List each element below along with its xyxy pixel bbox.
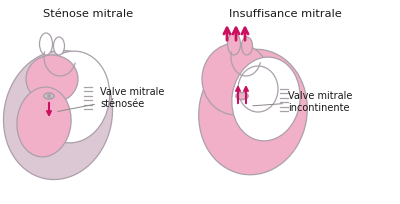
Ellipse shape [199, 50, 307, 175]
Ellipse shape [202, 44, 270, 115]
Ellipse shape [238, 67, 278, 112]
Ellipse shape [4, 51, 112, 180]
Text: Sténose mitrale: Sténose mitrale [43, 9, 133, 19]
Ellipse shape [232, 58, 300, 141]
Ellipse shape [17, 88, 71, 157]
Ellipse shape [44, 94, 54, 100]
Ellipse shape [26, 56, 78, 103]
Ellipse shape [34, 52, 110, 143]
Ellipse shape [236, 93, 248, 100]
Ellipse shape [54, 38, 64, 56]
Text: Valve mitrale
incontinente: Valve mitrale incontinente [253, 91, 352, 112]
Text: Insuffisance mitrale: Insuffisance mitrale [229, 9, 341, 19]
Ellipse shape [242, 38, 252, 56]
Ellipse shape [40, 34, 52, 56]
Text: Valve mitrale
sténosée: Valve mitrale sténosée [58, 87, 164, 112]
Ellipse shape [228, 34, 240, 56]
Ellipse shape [47, 95, 51, 98]
